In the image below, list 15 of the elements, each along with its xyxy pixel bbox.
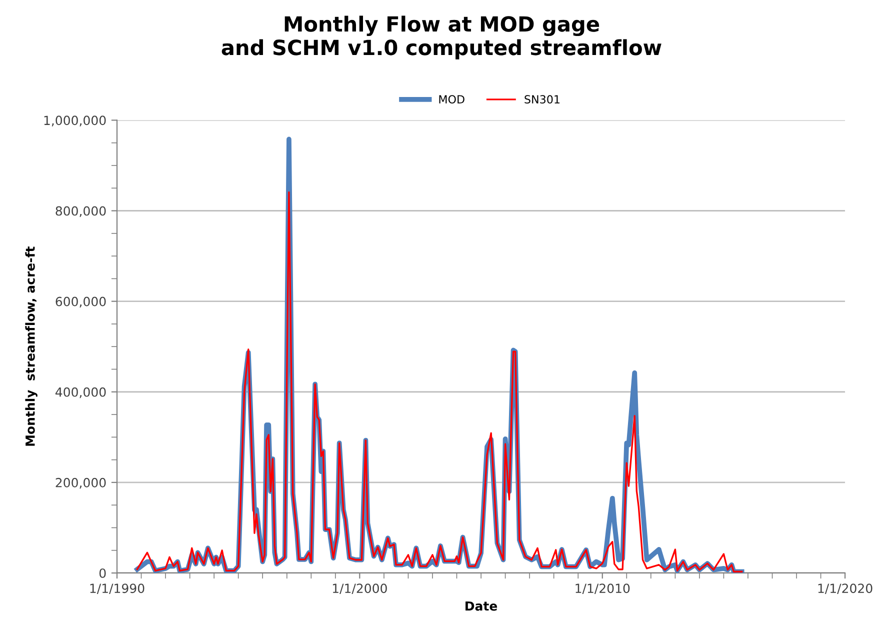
x-tick-label: 1/1/1990 <box>90 584 144 594</box>
y-tick-label: 400,000 <box>56 387 106 398</box>
y-tick-label: 200,000 <box>56 478 106 489</box>
x-tick-label: 1/1/2010 <box>576 584 630 594</box>
x-tick-label: 1/1/2020 <box>818 584 872 594</box>
y-axis-title: Monthly streamflow, acre-ft <box>25 246 38 446</box>
y-tick-label: 600,000 <box>56 296 106 308</box>
x-axis-title: Date <box>466 601 498 611</box>
legend-label: SN301 <box>524 95 560 104</box>
legend-label: MOD <box>439 95 464 104</box>
chart-title: Monthly Flow at MOD gage and SCHM v1.0 computed streamflow <box>222 16 662 60</box>
y-tick-label: 1,000,000 <box>44 116 106 126</box>
y-tick-label: 800,000 <box>56 206 106 217</box>
x-tick-label: 1/1/2000 <box>332 584 387 594</box>
y-tick-label: 0 <box>99 568 106 578</box>
